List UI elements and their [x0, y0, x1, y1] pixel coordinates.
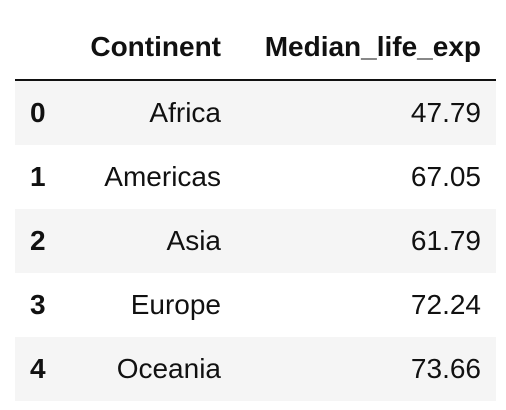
- row-index: 2: [30, 225, 46, 256]
- continent-cell: Americas: [104, 161, 221, 192]
- row-index: 1: [30, 161, 46, 192]
- table-row: 0 Africa 47.79: [15, 80, 496, 145]
- table-row: 2 Asia 61.79: [15, 209, 496, 273]
- continent-cell: Oceania: [116, 353, 221, 384]
- dataframe-table: Continent Median_life_exp 0 Africa 47.79…: [15, 15, 496, 401]
- table-row: 1 Americas 67.05: [15, 145, 496, 209]
- table-row: 4 Oceania 73.66: [15, 337, 496, 401]
- median-life-exp-cell: 67.05: [410, 161, 481, 192]
- row-index: 0: [30, 97, 46, 128]
- header-row: Continent Median_life_exp: [15, 15, 496, 81]
- row-index: 4: [30, 353, 46, 384]
- median-life-exp-cell: 73.66: [410, 353, 481, 384]
- continent-cell: Europe: [130, 289, 221, 320]
- continent-cell: Asia: [166, 225, 221, 256]
- table-row: 3 Europe 72.24: [15, 273, 496, 337]
- column-header-median-life-exp: Median_life_exp: [236, 15, 496, 81]
- index-header: [15, 15, 80, 81]
- dataframe-output: Continent Median_life_exp 0 Africa 47.79…: [15, 15, 496, 401]
- median-life-exp-cell: 47.79: [410, 97, 481, 128]
- continent-cell: Africa: [149, 97, 221, 128]
- median-life-exp-cell: 72.24: [410, 289, 481, 320]
- median-life-exp-cell: 61.79: [410, 225, 481, 256]
- column-header-continent: Continent: [80, 15, 236, 81]
- row-index: 3: [30, 289, 46, 320]
